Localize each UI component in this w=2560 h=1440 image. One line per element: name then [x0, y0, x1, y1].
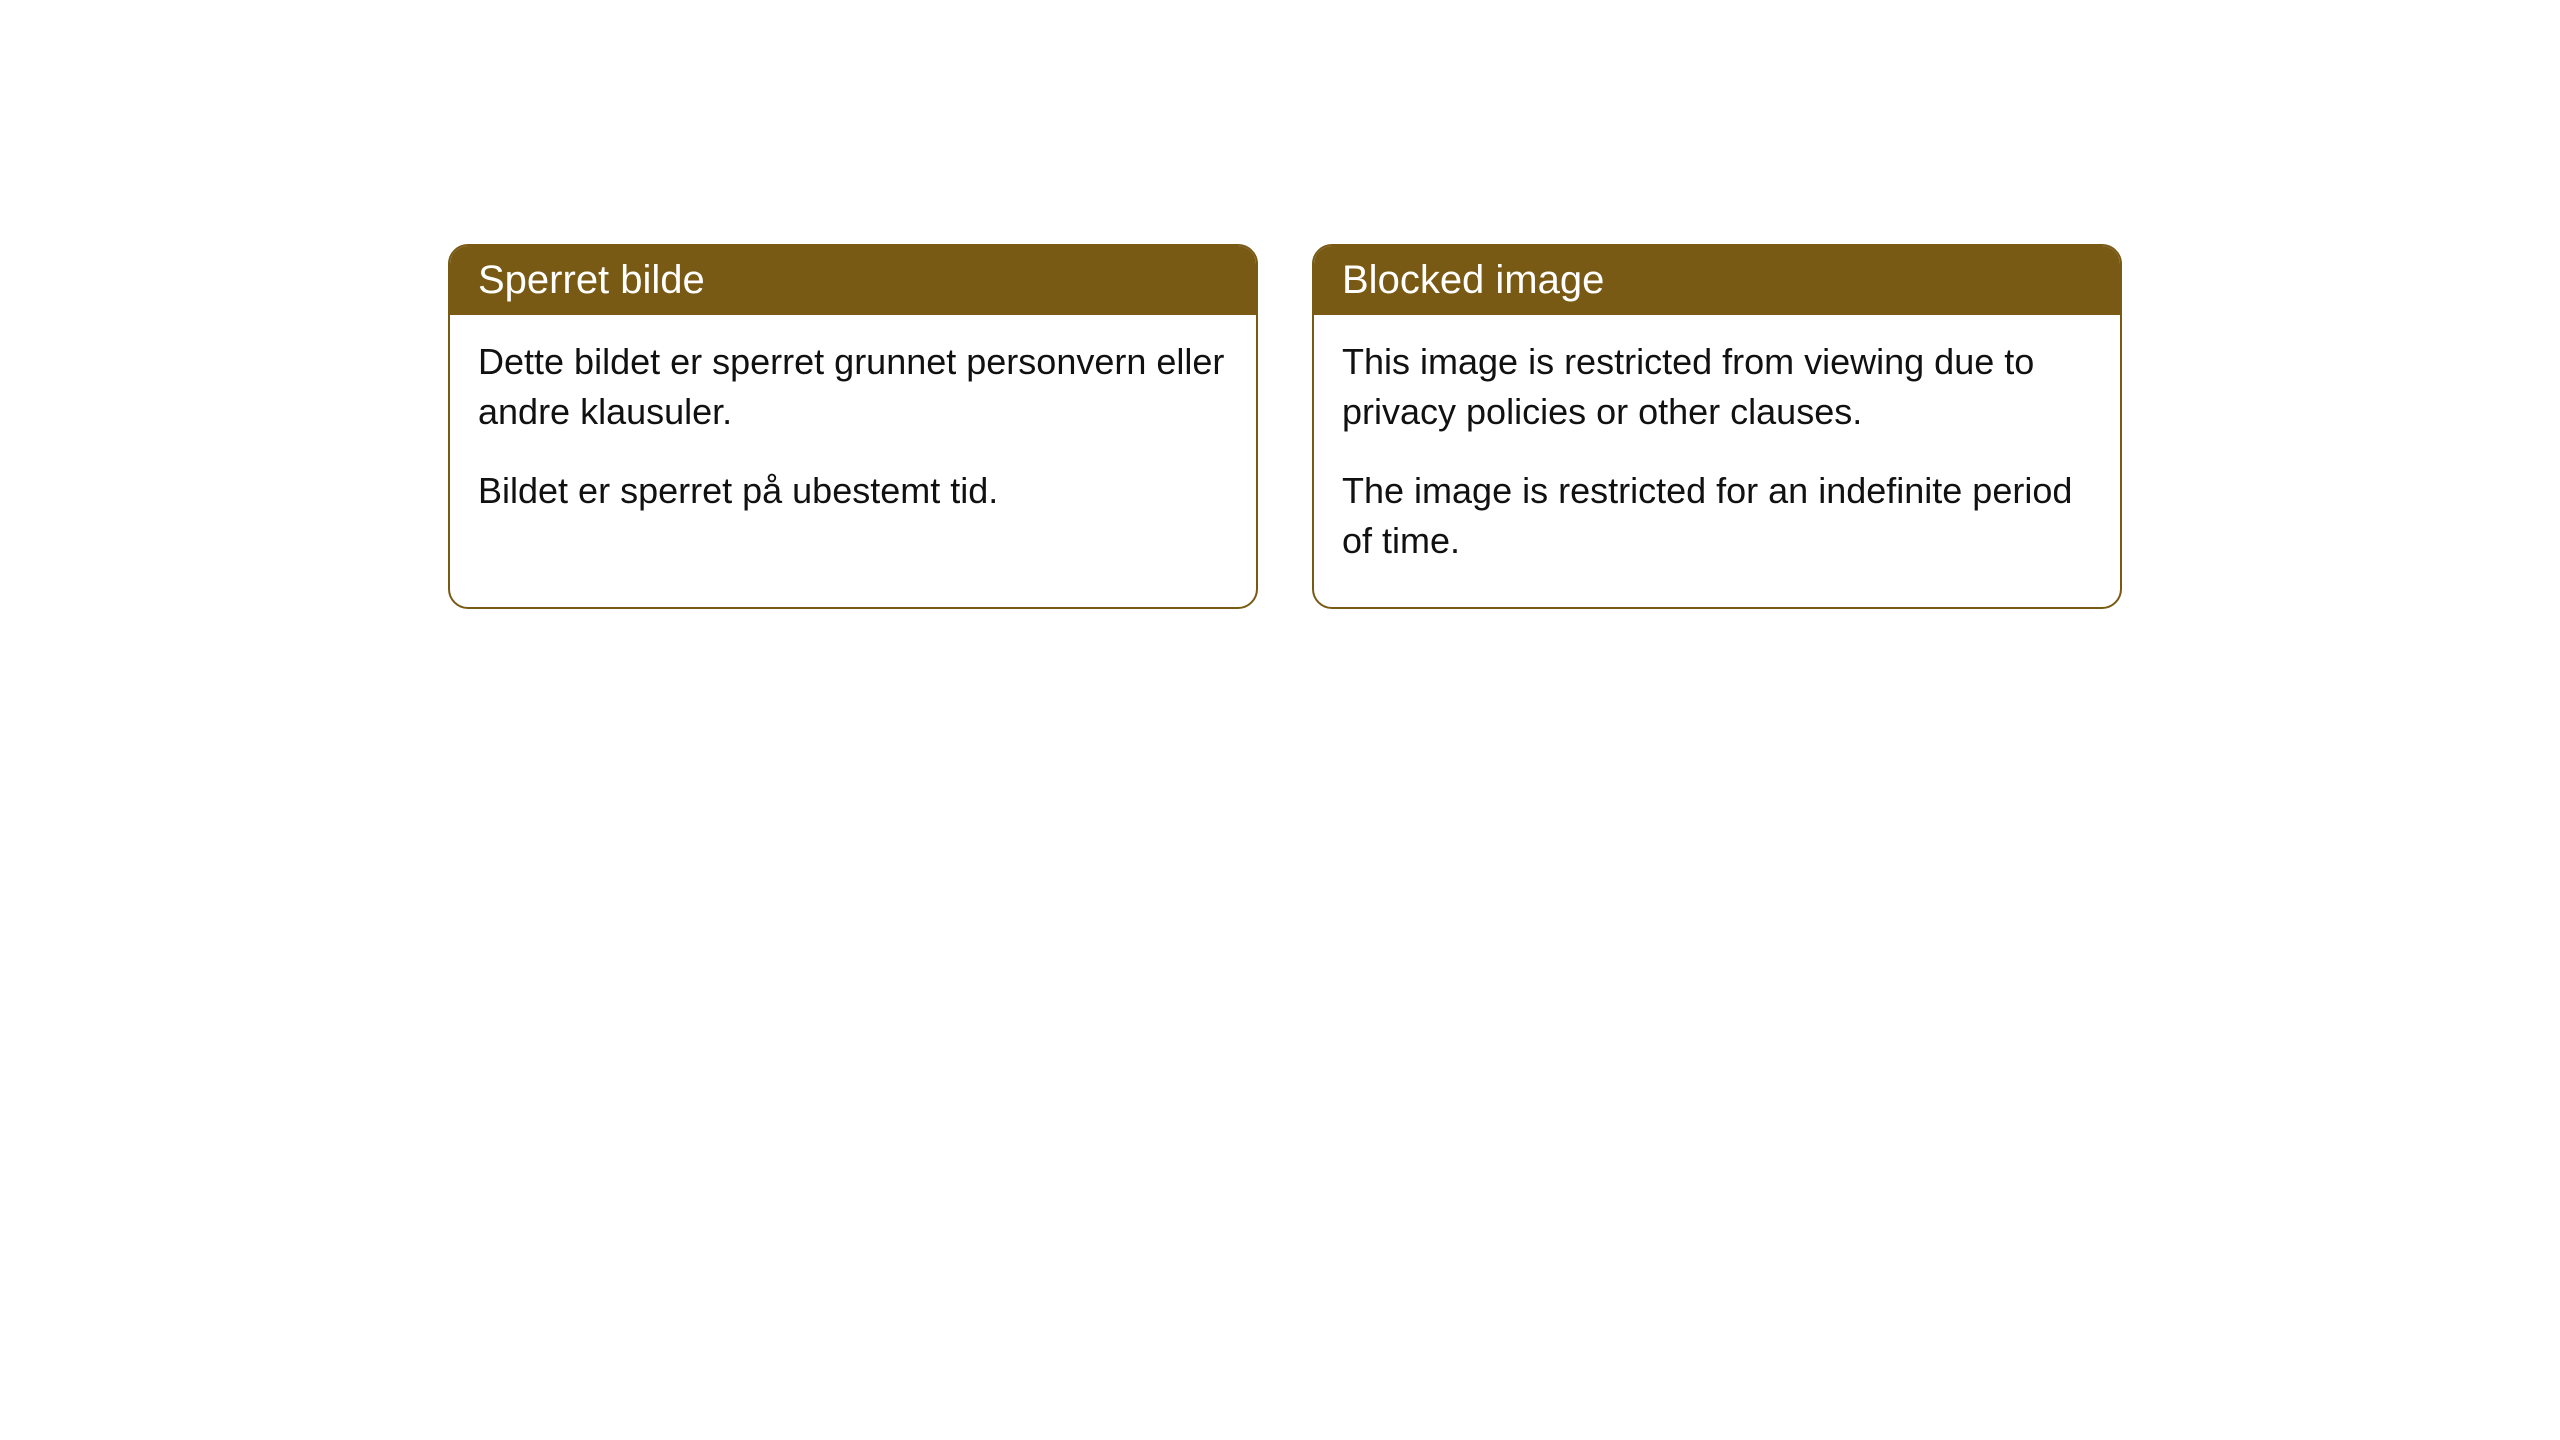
card-paragraph: Dette bildet er sperret grunnet personve… [478, 337, 1228, 438]
card-body-en: This image is restricted from viewing du… [1314, 315, 2120, 607]
card-body-no: Dette bildet er sperret grunnet personve… [450, 315, 1256, 556]
card-header-no: Sperret bilde [450, 246, 1256, 315]
card-header-en: Blocked image [1314, 246, 2120, 315]
card-paragraph: Bildet er sperret på ubestemt tid. [478, 466, 1228, 516]
card-paragraph: The image is restricted for an indefinit… [1342, 466, 2092, 567]
card-paragraph: This image is restricted from viewing du… [1342, 337, 2092, 438]
blocked-image-card-no: Sperret bilde Dette bildet er sperret gr… [448, 244, 1258, 609]
notice-container: Sperret bilde Dette bildet er sperret gr… [448, 244, 2122, 609]
blocked-image-card-en: Blocked image This image is restricted f… [1312, 244, 2122, 609]
